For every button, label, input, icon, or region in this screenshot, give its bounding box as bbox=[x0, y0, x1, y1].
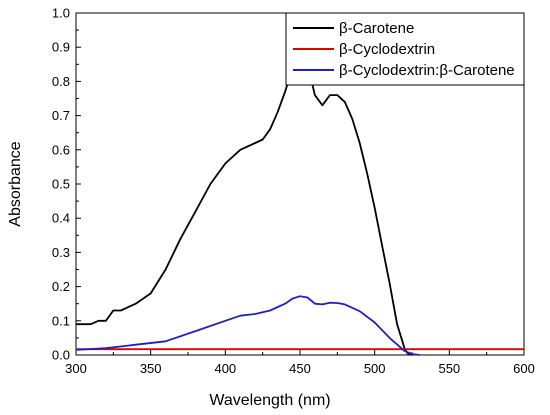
x-tick-label: 300 bbox=[65, 361, 87, 376]
y-tick-label: 1.0 bbox=[52, 6, 70, 21]
x-tick-label: 450 bbox=[289, 361, 311, 376]
series-line-0 bbox=[76, 58, 413, 356]
y-tick-label: 0.9 bbox=[52, 40, 70, 55]
y-tick-label: 0.6 bbox=[52, 142, 70, 157]
x-axis-title: Wavelength (nm) bbox=[209, 392, 330, 409]
axis-ticks: 300 350 400 450 500 550 600 0.0 0.1 0.2 0.3 0.4 0.5 0… bbox=[52, 6, 535, 377]
y-tick-label: 0.7 bbox=[52, 108, 70, 123]
legend-label-0: β-Carotene bbox=[339, 20, 414, 37]
y-tick-label: 0.5 bbox=[52, 177, 70, 192]
legend: β-Carotene β-Cyclodextrin β-Cyclodextrin:β… bbox=[285, 12, 525, 86]
series-line-2 bbox=[75, 295, 420, 356]
y-tick-label: 0.0 bbox=[52, 348, 70, 363]
y-tick-label: 0.4 bbox=[52, 211, 70, 226]
y-tick-label: 0.2 bbox=[52, 279, 70, 294]
y-tick-label: 0.8 bbox=[52, 74, 70, 89]
legend-label-2: β-Cyclodextrin:β-Carotene bbox=[339, 62, 515, 79]
x-tick-label: 350 bbox=[140, 361, 162, 376]
x-tick-label: 500 bbox=[364, 361, 386, 376]
y-axis-title: Absorbance bbox=[7, 141, 24, 226]
x-tick-label: 600 bbox=[513, 361, 535, 376]
series-group bbox=[75, 58, 524, 356]
legend-label-1: β-Cyclodextrin bbox=[339, 41, 435, 58]
y-tick-label: 0.1 bbox=[52, 313, 70, 328]
y-tick-label: 0.3 bbox=[52, 245, 70, 260]
x-tick-label: 550 bbox=[438, 361, 460, 376]
x-tick-label: 400 bbox=[214, 361, 236, 376]
